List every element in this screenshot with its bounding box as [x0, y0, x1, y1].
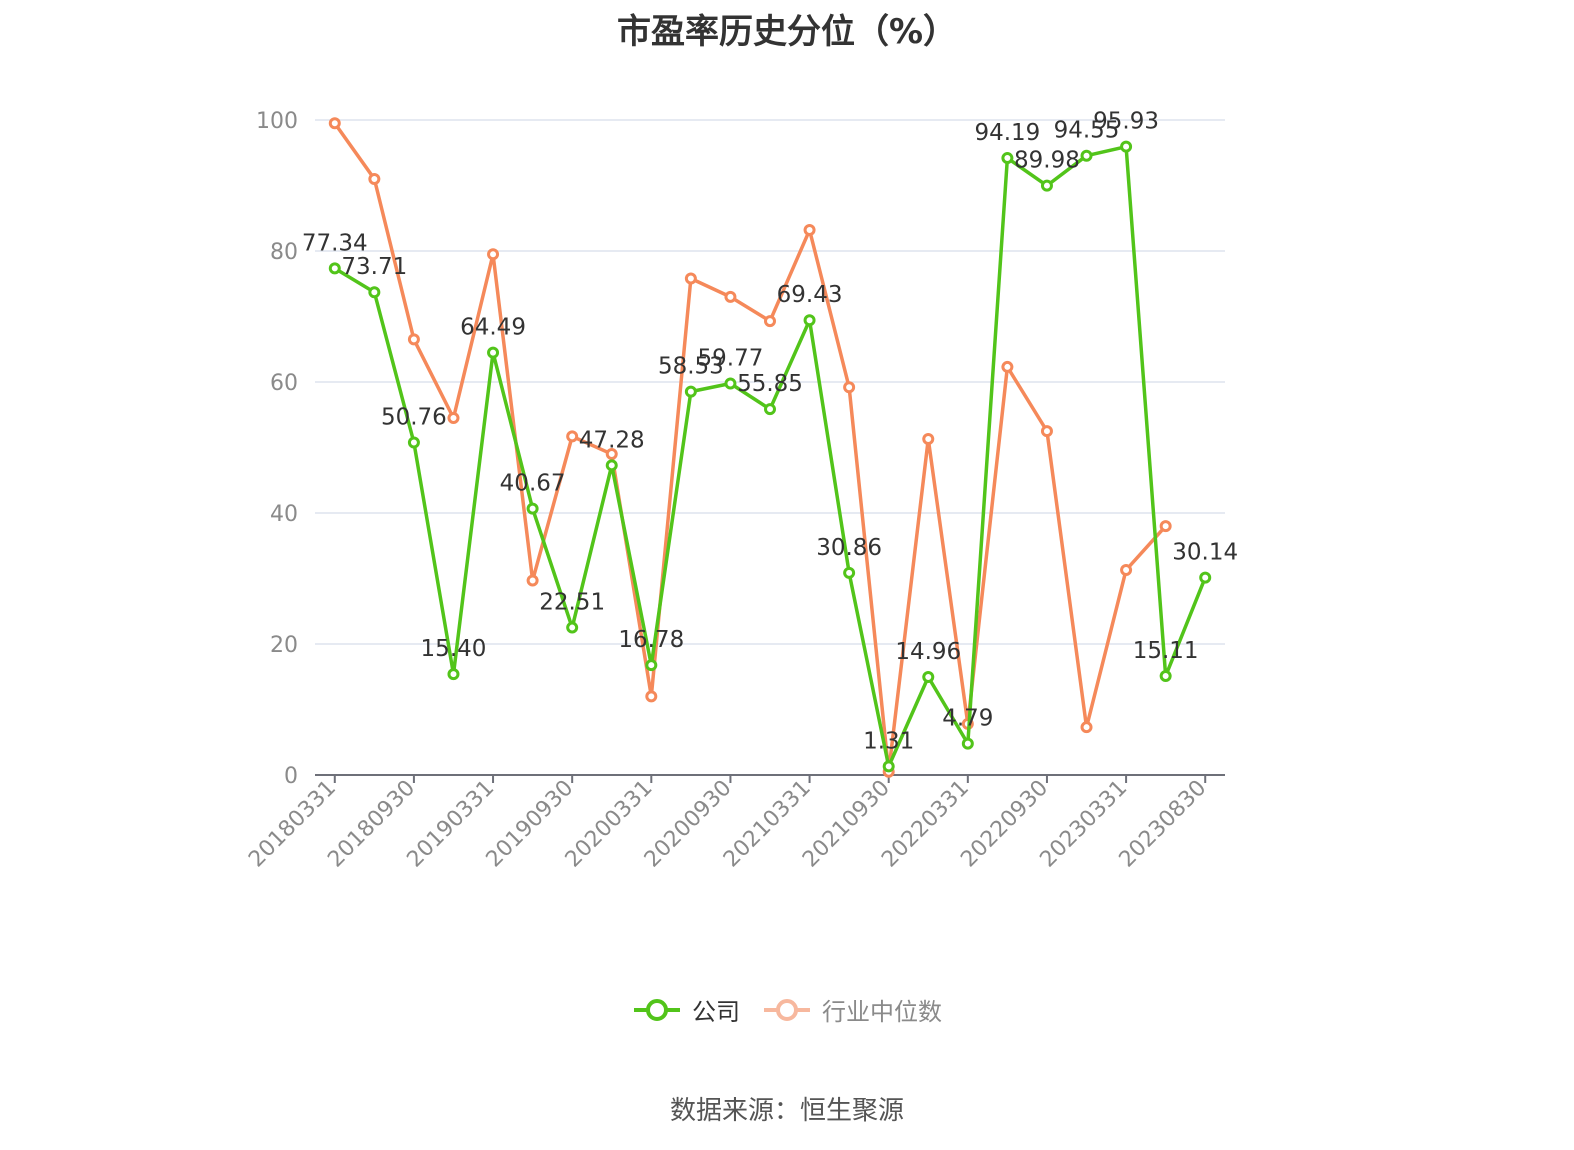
- data-point-company: [1159, 670, 1172, 683]
- data-label: 94.19: [974, 120, 1040, 146]
- legend-item-industry[interactable]: 行业中位数: [762, 992, 942, 1027]
- data-point-company: [961, 737, 974, 750]
- chart-title: 市盈率历史分位（%）: [616, 12, 958, 52]
- legend: 公司 行业中位数: [0, 992, 1574, 1027]
- data-label: 15.11: [1133, 638, 1199, 664]
- data-label: 77.34: [302, 230, 368, 256]
- series-line-industry: [333, 122, 1167, 774]
- y-tick-label: 40: [270, 502, 298, 527]
- data-label: 94.55: [1054, 118, 1120, 144]
- data-label: 59.77: [698, 346, 764, 372]
- data-source: 数据来源：恒生聚源: [669, 1096, 904, 1126]
- data-point-company: [368, 286, 381, 299]
- series-line-company: [333, 144, 1207, 769]
- data-label: 1.31: [863, 728, 914, 754]
- y-tick-label: 60: [270, 371, 298, 396]
- data-label: 15.40: [421, 636, 487, 662]
- y-tick-label: 20: [270, 633, 298, 658]
- data-point-company: [526, 502, 539, 515]
- data-point-company: [724, 377, 737, 390]
- data-point-industry: [328, 117, 341, 130]
- data-point-industry: [407, 333, 420, 346]
- data-label: 58.53: [658, 354, 724, 380]
- legend-item-company[interactable]: 公司: [632, 992, 740, 1027]
- data-point-company: [1080, 149, 1093, 162]
- data-label: 22.51: [539, 590, 605, 616]
- data-label: 4.79: [942, 706, 993, 732]
- data-label: 40.67: [500, 471, 566, 497]
- data-point-company: [487, 346, 500, 359]
- data-label: 64.49: [460, 315, 526, 341]
- data-point-company: [447, 668, 460, 681]
- data-point-industry: [1159, 520, 1172, 533]
- data-point-company: [843, 566, 856, 579]
- data-point-industry: [922, 432, 935, 445]
- data-label: 55.85: [737, 371, 803, 397]
- legend-company-icon: [634, 998, 680, 1021]
- data-point-company: [645, 659, 658, 672]
- legend-company-label: 公司: [692, 998, 740, 1026]
- data-label: 89.98: [1014, 148, 1080, 174]
- data-point-industry: [526, 574, 539, 587]
- y-tick-label: 0: [284, 764, 298, 789]
- data-label: 30.14: [1172, 540, 1238, 566]
- data-point-company: [328, 262, 341, 275]
- data-label: 16.78: [618, 627, 684, 653]
- data-point-company: [566, 621, 579, 634]
- data-point-industry: [645, 690, 658, 703]
- y-tick-label: 80: [270, 240, 298, 265]
- data-point-company: [803, 314, 816, 327]
- data-point-industry: [368, 172, 381, 185]
- data-point-industry: [684, 272, 697, 285]
- data-point-industry: [566, 430, 579, 443]
- data-label: 69.43: [777, 282, 843, 308]
- data-point-company: [882, 760, 895, 773]
- data-point-company: [1040, 179, 1053, 192]
- data-point-industry: [843, 381, 856, 394]
- y-tick-label: 100: [256, 109, 298, 134]
- data-point-industry: [1001, 360, 1014, 373]
- data-label: 73.71: [341, 254, 407, 280]
- data-point-industry: [803, 224, 816, 237]
- legend-industry-label: 行业中位数: [822, 998, 942, 1026]
- data-point-company: [684, 385, 697, 398]
- data-label: 95.93: [1093, 109, 1159, 135]
- data-point-industry: [605, 448, 618, 461]
- data-point-industry: [764, 315, 776, 328]
- legend-industry-icon: [764, 998, 810, 1021]
- data-point-company: [407, 436, 420, 449]
- data-point-company: [1199, 571, 1212, 584]
- data-label: 30.86: [816, 535, 882, 561]
- data-point-company: [764, 403, 776, 416]
- data-point-industry: [724, 290, 737, 303]
- data-point-company: [1001, 152, 1014, 165]
- data-label: 50.76: [381, 405, 447, 431]
- data-point-industry: [1040, 425, 1053, 438]
- data-point-industry: [1080, 721, 1093, 734]
- data-point-company: [605, 459, 618, 472]
- data-label: 14.96: [895, 639, 961, 665]
- data-point-industry: [1120, 563, 1133, 576]
- data-point-industry: [487, 248, 500, 261]
- data-label: 47.28: [579, 427, 645, 453]
- data-point-industry: [447, 412, 460, 425]
- data-point-company: [1120, 140, 1133, 153]
- data-point-company: [922, 671, 935, 684]
